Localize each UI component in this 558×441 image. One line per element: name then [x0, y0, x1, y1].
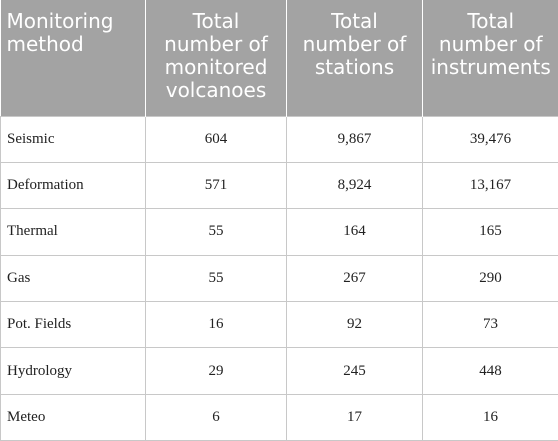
cell-instruments: 165 — [422, 208, 558, 256]
cell-volcanoes: 55 — [145, 208, 287, 256]
header-monitoring-method: Monitoring method — [6, 9, 114, 56]
header-monitored-volcanoes: Total number of monitored volcanoes — [145, 0, 287, 116]
cell-volcanoes: 6 — [145, 393, 287, 441]
cell-method: Meteo — [0, 393, 146, 441]
table-row: Thermal 55 164 165 — [0, 208, 558, 256]
cell-method: Thermal — [0, 208, 146, 256]
cell-method: Gas — [0, 254, 146, 302]
table-row: Pot. Fields 16 92 73 — [0, 301, 558, 348]
cell-stations: 17 — [286, 393, 423, 441]
cell-instruments: 39,476 — [422, 115, 558, 163]
table-row: Meteo 6 17 16 — [0, 393, 558, 441]
cell-method: Pot. Fields — [0, 301, 146, 348]
cell-instruments: 13,167 — [422, 161, 558, 209]
cell-instruments: 73 — [422, 301, 558, 348]
cell-stations: 267 — [286, 254, 423, 302]
cell-stations: 9,867 — [286, 115, 423, 163]
table-row: Gas 55 267 290 — [0, 254, 558, 302]
table-header-row: Monitoring method Total number of monito… — [0, 0, 558, 116]
cell-volcanoes: 571 — [145, 161, 287, 209]
table-row: Deformation 571 8,924 13,167 — [0, 161, 558, 209]
cell-method: Hydrology — [0, 347, 146, 395]
cell-stations: 164 — [286, 208, 423, 256]
cell-volcanoes: 55 — [145, 254, 287, 302]
cell-method: Deformation — [0, 161, 146, 209]
header-stations: Total number of stations — [286, 0, 423, 116]
cell-instruments: 448 — [422, 347, 558, 395]
cell-stations: 245 — [286, 347, 423, 395]
cell-volcanoes: 29 — [145, 347, 287, 395]
table-row: Seismic 604 9,867 39,476 — [0, 115, 558, 163]
cell-volcanoes: 604 — [145, 115, 287, 163]
cell-stations: 8,924 — [286, 161, 423, 209]
cell-instruments: 16 — [422, 393, 558, 441]
table-row: Hydrology 29 245 448 — [0, 347, 558, 395]
cell-volcanoes: 16 — [145, 301, 287, 348]
cell-stations: 92 — [286, 301, 423, 348]
header-instruments: Total number of instruments — [422, 0, 558, 116]
cell-instruments: 290 — [422, 254, 558, 302]
cell-method: Seismic — [0, 115, 146, 163]
